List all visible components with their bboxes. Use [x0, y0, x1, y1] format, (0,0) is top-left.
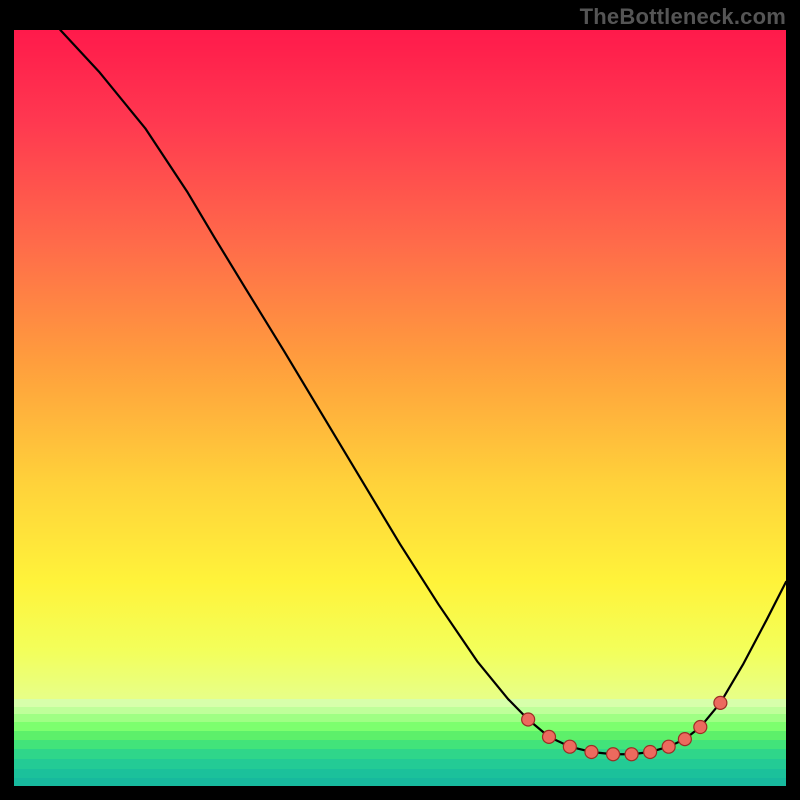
- marker-dot: [678, 733, 691, 746]
- marker-dot: [522, 713, 535, 726]
- marker-dot: [563, 740, 576, 753]
- outer-frame: TheBottleneck.com: [0, 0, 800, 800]
- optimal-zone-markers: [522, 696, 727, 760]
- bottleneck-curve: [60, 30, 786, 754]
- marker-dot: [543, 730, 556, 743]
- marker-dot: [662, 740, 675, 753]
- watermark-text: TheBottleneck.com: [580, 4, 786, 30]
- marker-dot: [585, 745, 598, 758]
- chart-overlay: [14, 30, 786, 786]
- marker-dot: [607, 748, 620, 761]
- marker-dot: [644, 745, 657, 758]
- marker-dot: [694, 721, 707, 734]
- plot-area: [14, 30, 786, 786]
- marker-dot: [714, 696, 727, 709]
- marker-dot: [625, 748, 638, 761]
